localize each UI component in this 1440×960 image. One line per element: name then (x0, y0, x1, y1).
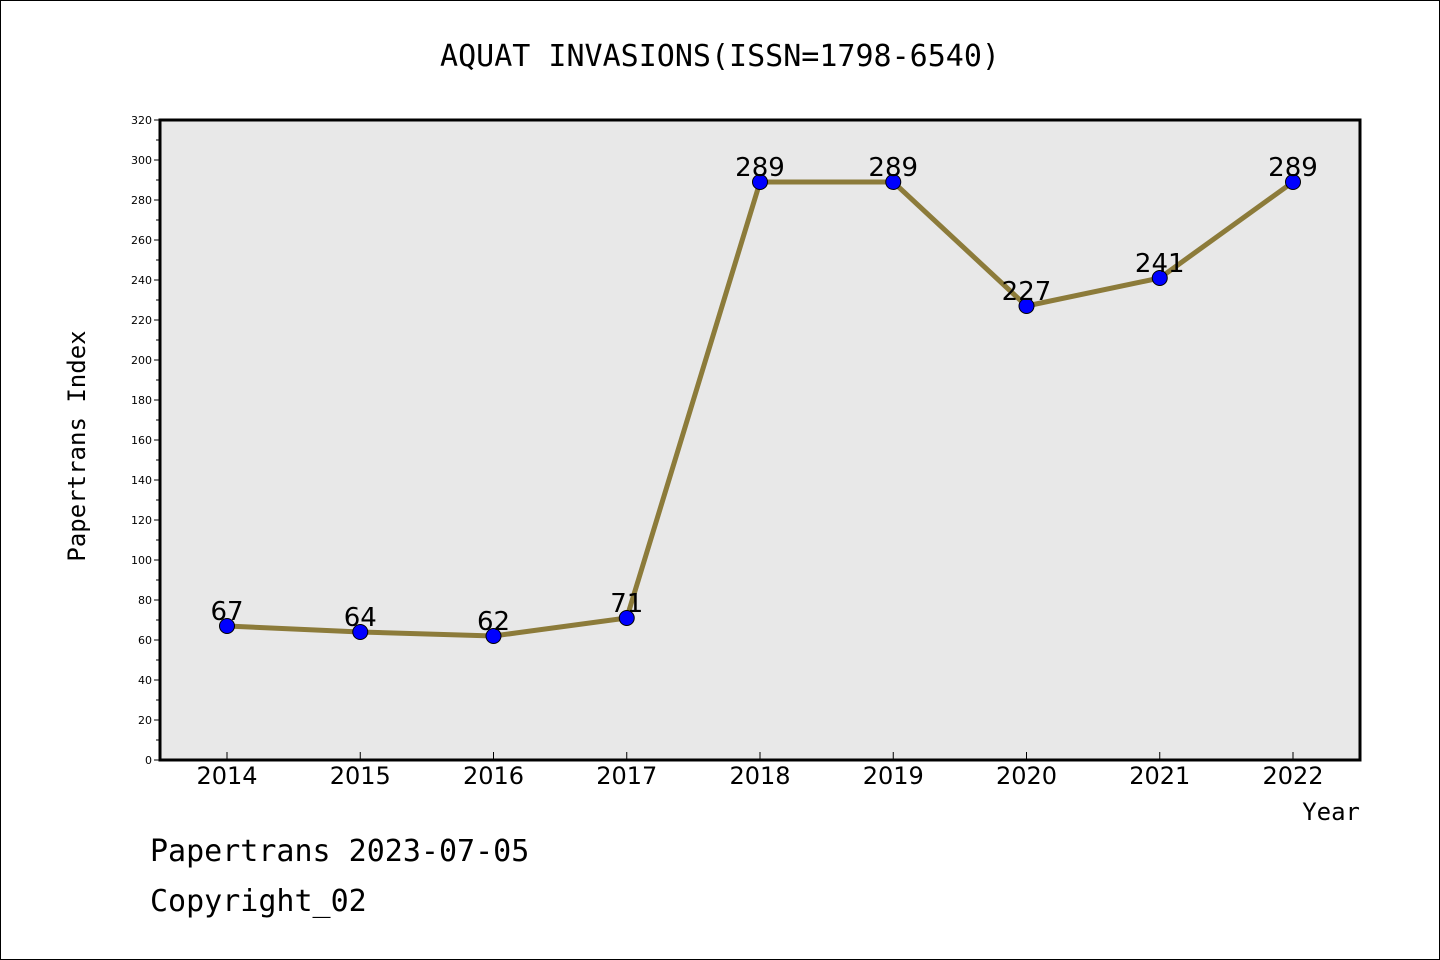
data-label: 289 (868, 153, 918, 183)
data-point (1018, 298, 1035, 314)
data-label: 62 (477, 607, 510, 637)
y-tick-label: 0 (145, 754, 152, 767)
y-tick-label: 20 (138, 714, 152, 727)
data-point (618, 610, 635, 626)
y-tick-label: 200 (131, 354, 152, 367)
plot-area (158, 118, 1362, 762)
y-tick-label: 60 (138, 634, 152, 647)
y-tick-label: 100 (131, 554, 152, 567)
data-label: 289 (735, 153, 785, 183)
y-tick-label: 240 (131, 274, 152, 287)
x-axis: 2014 2015 2016 2017 2018 2019 2020 2021 2022 (196, 752, 1324, 790)
footer-date: Papertrans 2023-07-05 (150, 834, 530, 869)
data-point (219, 618, 235, 634)
y-tick-label: 280 (131, 194, 152, 207)
y-tick-label: 120 (131, 514, 152, 527)
y-tick-label: 220 (131, 314, 152, 327)
y-tick-label: 80 (138, 594, 152, 607)
y-tick-label: 320 (131, 114, 152, 127)
x-tick-label: 2021 (1129, 762, 1190, 790)
data-label: 67 (210, 597, 243, 627)
chart-title: AQUAT INVASIONS(ISSN=1798-6540) (440, 39, 1000, 74)
x-tick-label: 2014 (196, 762, 257, 790)
y-tick-label: 40 (138, 674, 152, 687)
x-tick-label: 2015 (330, 762, 391, 790)
data-point (752, 174, 768, 190)
data-point (1285, 174, 1301, 190)
y-tick-label: 160 (131, 434, 152, 447)
y-axis-label: Papertrans Index (63, 330, 91, 561)
x-axis-label: Year (1302, 798, 1360, 826)
data-point (485, 628, 502, 644)
x-tick-label: 2020 (996, 762, 1057, 790)
y-tick-label: 140 (131, 474, 152, 487)
series: 67 64 62 71 289 289 227 241 289 (210, 153, 1318, 644)
data-label: 289 (1268, 153, 1318, 183)
data-label: 241 (1135, 249, 1185, 279)
data-label: 64 (344, 603, 377, 633)
y-axis: 0 20 40 60 80 100 120 140 160 180 200 220 240 260 280 3… (131, 114, 160, 767)
data-point (352, 624, 369, 640)
x-tick-label: 2019 (863, 762, 924, 790)
data-point (885, 174, 902, 190)
footer-copyright: Copyright_02 (150, 884, 367, 919)
y-tick-label: 300 (131, 154, 152, 167)
x-tick-label: 2016 (463, 762, 524, 790)
data-point (1151, 270, 1168, 286)
y-tick-label: 260 (131, 234, 152, 247)
data-label: 227 (1002, 277, 1052, 307)
x-tick-label: 2022 (1262, 762, 1323, 790)
x-tick-label: 2018 (729, 762, 790, 790)
x-tick-label: 2017 (596, 762, 657, 790)
y-tick-label: 180 (131, 394, 152, 407)
data-label: 71 (610, 589, 643, 619)
